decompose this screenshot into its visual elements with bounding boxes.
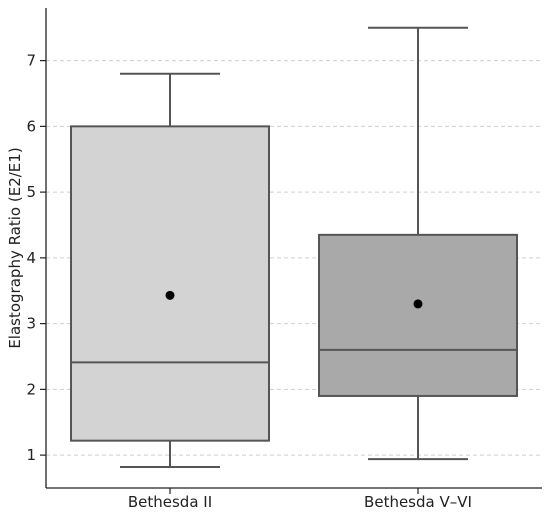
box-group-1 (70, 72, 270, 468)
y-tick-label-1: 1 (26, 446, 36, 464)
y-tick-label-3: 3 (26, 315, 36, 333)
y-tick-label-5: 5 (26, 183, 36, 201)
box-series (70, 26, 518, 468)
y-tick-label-2: 2 (26, 380, 36, 398)
x-tick-label-2: Bethesda V–VI (364, 493, 472, 511)
iqr-box (318, 233, 518, 397)
x-ticks: Bethesda II Bethesda V–VI (128, 488, 472, 511)
y-tick-label-4: 4 (26, 249, 36, 267)
y-tick-label-6: 6 (26, 117, 36, 135)
y-axis-title: Elastography Ratio (E2/E1) (6, 147, 24, 348)
mean-marker (413, 299, 423, 309)
mean-marker (165, 290, 175, 300)
y-ticks: 1 2 3 4 5 6 7 (26, 52, 46, 464)
iqr-box (70, 125, 270, 442)
x-tick-label-1: Bethesda II (128, 493, 212, 511)
box-group-2 (318, 26, 518, 461)
y-tick-label-7: 7 (26, 52, 36, 70)
axes (45, 8, 542, 489)
